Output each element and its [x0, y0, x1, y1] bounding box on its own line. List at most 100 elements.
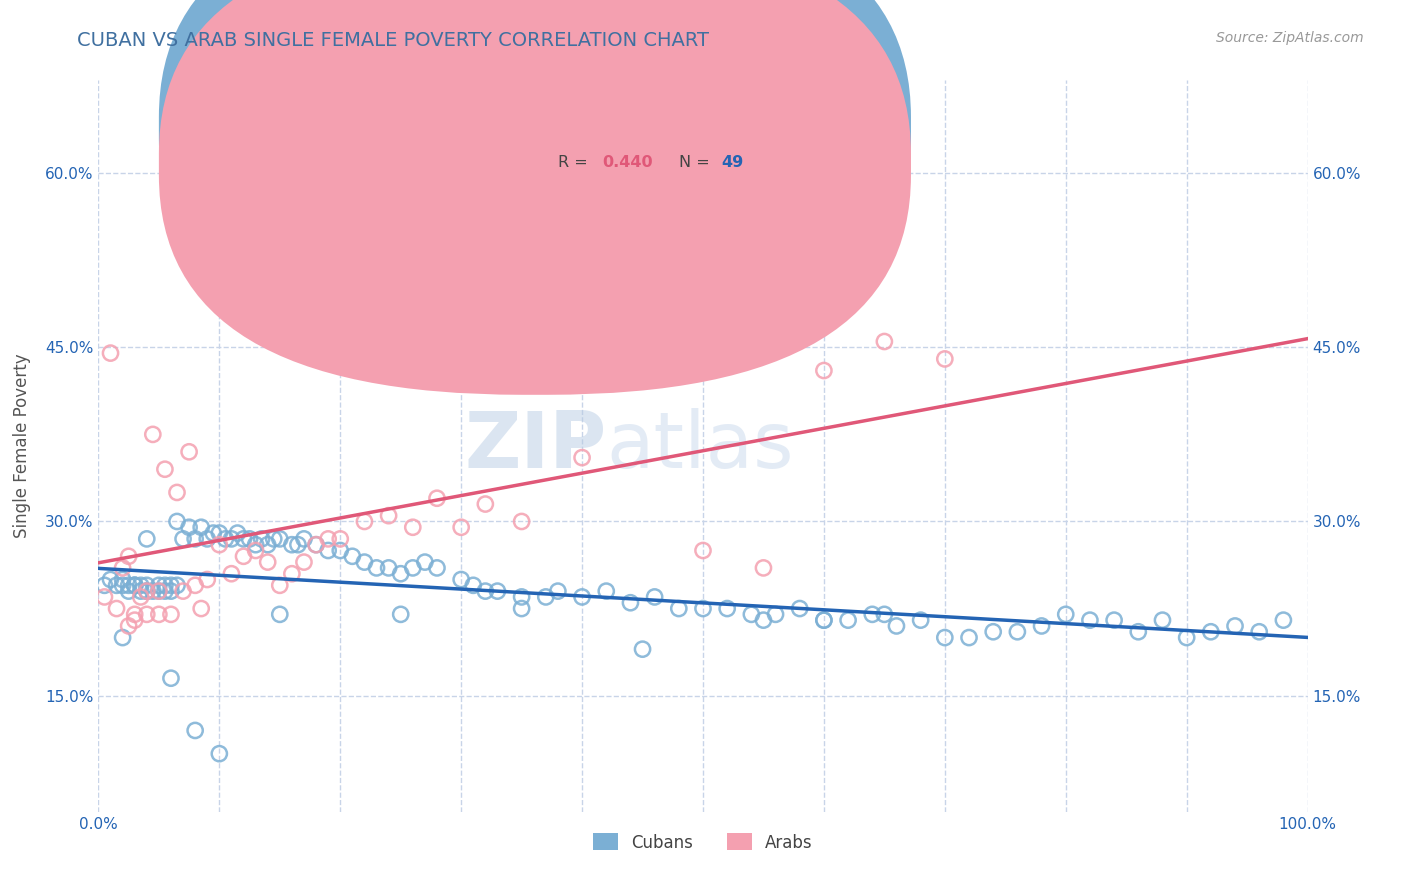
Point — [305, 538, 328, 552]
Point — [1175, 631, 1198, 645]
Point — [934, 631, 956, 645]
Point — [202, 526, 225, 541]
Point — [1054, 607, 1077, 622]
Point — [184, 532, 207, 546]
Point — [256, 555, 278, 569]
Point — [329, 543, 352, 558]
Point — [860, 607, 883, 622]
Point — [402, 520, 425, 534]
Point — [129, 584, 152, 599]
Point — [208, 747, 231, 761]
Point — [166, 578, 188, 592]
Point — [160, 671, 183, 685]
Text: R =: R = — [558, 119, 593, 134]
Point — [135, 578, 157, 592]
Point — [221, 566, 243, 581]
Point — [269, 532, 291, 546]
Point — [463, 578, 485, 592]
Point — [716, 601, 738, 615]
Text: ZIP: ZIP — [464, 408, 606, 484]
Point — [426, 491, 449, 506]
Point — [118, 549, 141, 564]
Point — [1078, 613, 1101, 627]
Point — [160, 607, 183, 622]
Point — [631, 642, 654, 657]
Point — [153, 578, 176, 592]
Point — [245, 538, 267, 552]
Point — [172, 532, 194, 546]
Point — [195, 532, 218, 546]
Point — [118, 584, 141, 599]
Point — [160, 578, 183, 592]
Text: N =: N = — [679, 155, 714, 170]
Point — [142, 427, 165, 442]
Point — [389, 566, 412, 581]
Point — [934, 351, 956, 366]
Point — [595, 584, 617, 599]
Point — [813, 363, 835, 377]
Point — [510, 515, 533, 529]
Point — [305, 538, 328, 552]
Point — [214, 532, 236, 546]
Point — [269, 607, 291, 622]
Point — [135, 607, 157, 622]
Point — [118, 578, 141, 592]
Y-axis label: Single Female Poverty: Single Female Poverty — [13, 354, 31, 538]
Point — [510, 590, 533, 604]
Point — [105, 578, 128, 592]
Point — [366, 561, 388, 575]
Point — [124, 578, 146, 592]
Point — [329, 532, 352, 546]
Point — [571, 590, 593, 604]
Point — [184, 723, 207, 738]
Point — [166, 485, 188, 500]
Point — [342, 549, 364, 564]
Point — [486, 584, 509, 599]
Point — [250, 532, 273, 546]
Point — [873, 334, 896, 349]
Point — [1249, 624, 1271, 639]
Point — [1152, 613, 1174, 627]
Point — [124, 578, 146, 592]
Point — [111, 561, 134, 575]
Point — [1199, 624, 1222, 639]
Point — [1031, 619, 1053, 633]
Point — [813, 613, 835, 627]
Point — [148, 584, 170, 599]
Point — [402, 561, 425, 575]
Point — [377, 561, 399, 575]
Point — [789, 601, 811, 615]
Point — [377, 508, 399, 523]
Legend: Cubans, Arabs: Cubans, Arabs — [586, 827, 820, 858]
Point — [245, 543, 267, 558]
Point — [118, 619, 141, 633]
Point — [153, 584, 176, 599]
Point — [644, 590, 666, 604]
Point — [232, 532, 254, 546]
Point — [474, 584, 496, 599]
Point — [813, 613, 835, 627]
Point — [353, 555, 375, 569]
Point — [184, 224, 207, 238]
Point — [135, 584, 157, 599]
Point — [1223, 619, 1246, 633]
Point — [148, 584, 170, 599]
Point — [100, 346, 122, 360]
Point — [111, 631, 134, 645]
Point — [221, 532, 243, 546]
Point — [1272, 613, 1295, 627]
Text: R =: R = — [558, 155, 593, 170]
Point — [450, 520, 472, 534]
Text: 104: 104 — [721, 119, 755, 134]
Text: 49: 49 — [721, 155, 744, 170]
Point — [287, 538, 309, 552]
Point — [269, 578, 291, 592]
Point — [316, 532, 339, 546]
Point — [124, 613, 146, 627]
FancyBboxPatch shape — [498, 91, 837, 209]
Point — [124, 578, 146, 592]
Point — [111, 573, 134, 587]
Point — [740, 607, 762, 622]
Text: -0.234: -0.234 — [603, 119, 659, 134]
Point — [1128, 624, 1150, 639]
